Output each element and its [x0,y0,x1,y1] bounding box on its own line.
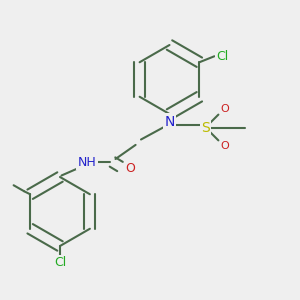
Text: S: S [201,121,210,134]
Text: O: O [220,140,230,151]
Text: Cl: Cl [54,256,66,269]
Text: Cl: Cl [216,50,228,63]
Text: NH: NH [78,155,96,169]
Text: O: O [220,104,230,115]
Text: N: N [164,115,175,128]
Text: O: O [126,161,135,175]
